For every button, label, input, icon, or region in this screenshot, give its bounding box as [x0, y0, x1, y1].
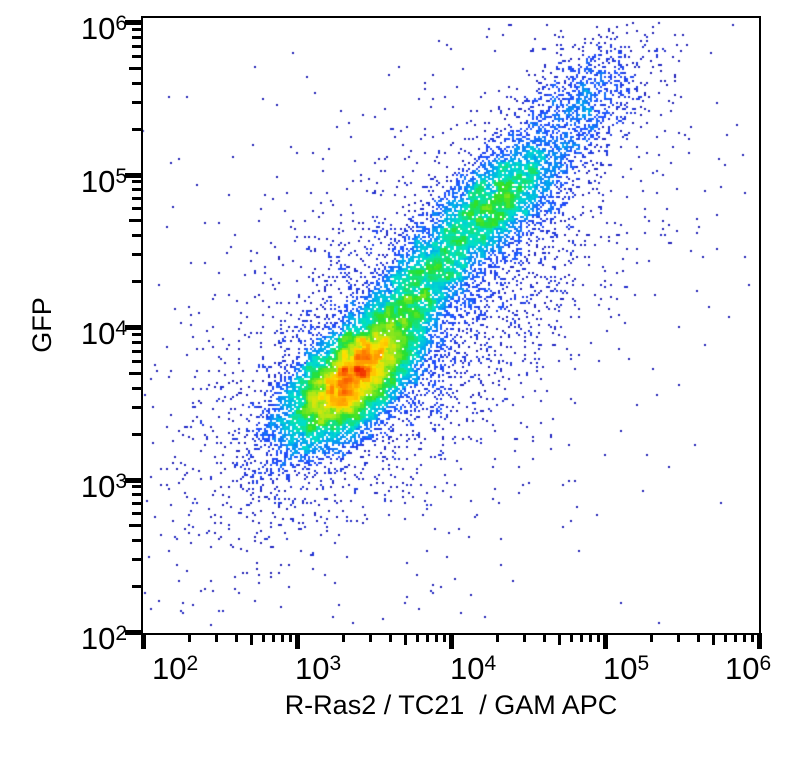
x-minor-tick — [416, 633, 419, 642]
x-minor-tick — [188, 633, 191, 642]
y-tick-label: 105 — [80, 164, 127, 199]
x-minor-tick — [558, 633, 561, 645]
y-minor-tick — [132, 36, 141, 39]
y-minor-tick — [132, 485, 141, 488]
y-tick-label: 104 — [80, 316, 127, 351]
y-minor-tick — [132, 197, 141, 200]
y-minor-tick — [129, 524, 141, 527]
x-minor-tick — [235, 633, 238, 642]
y-minor-tick — [132, 502, 141, 505]
y-minor-tick — [132, 333, 141, 336]
x-minor-tick — [597, 633, 600, 642]
y-minor-tick — [129, 219, 141, 222]
x-minor-tick — [496, 633, 499, 642]
x-minor-tick — [272, 633, 275, 642]
x-minor-tick — [289, 633, 292, 642]
x-minor-tick — [435, 633, 438, 642]
y-tick-label: 102 — [80, 621, 127, 656]
y-major-tick — [125, 173, 141, 178]
y-minor-tick — [132, 55, 141, 58]
x-tick-label: 103 — [295, 651, 342, 686]
x-major-tick — [449, 633, 454, 649]
x-minor-tick — [543, 633, 546, 642]
x-minor-tick — [580, 633, 583, 642]
y-minor-tick — [132, 558, 141, 561]
y-minor-tick — [132, 45, 141, 48]
x-minor-tick — [677, 633, 680, 642]
y-minor-tick — [132, 101, 141, 104]
x-tick-label: 106 — [725, 651, 772, 686]
y-minor-tick — [132, 350, 141, 353]
y-minor-tick — [132, 512, 141, 515]
y-minor-tick — [129, 67, 141, 70]
y-minor-tick — [132, 387, 141, 390]
x-major-tick — [295, 633, 300, 649]
y-major-tick — [125, 478, 141, 483]
x-minor-tick — [250, 633, 253, 645]
x-minor-tick — [369, 633, 372, 642]
y-tick-label: 106 — [80, 11, 127, 46]
x-minor-tick — [262, 633, 265, 642]
y-minor-tick — [132, 180, 141, 183]
x-tick-label: 105 — [603, 651, 650, 686]
x-minor-tick — [589, 633, 592, 642]
x-major-tick — [141, 633, 146, 649]
x-major-tick — [603, 633, 608, 649]
y-major-tick — [125, 325, 141, 330]
x-tick-label: 102 — [152, 651, 199, 686]
x-tick-label: 104 — [450, 651, 497, 686]
y-minor-tick — [132, 188, 141, 191]
y-minor-tick — [132, 406, 141, 409]
x-minor-tick — [281, 633, 284, 642]
x-minor-tick — [443, 633, 446, 642]
x-minor-tick — [215, 633, 218, 642]
x-minor-tick — [426, 633, 429, 642]
x-minor-tick — [751, 633, 754, 642]
y-minor-tick — [132, 433, 141, 436]
y-minor-tick — [132, 341, 141, 344]
x-minor-tick — [734, 633, 737, 642]
y-minor-tick — [132, 128, 141, 131]
y-minor-tick — [132, 585, 141, 588]
x-minor-tick — [724, 633, 727, 642]
y-minor-tick — [132, 253, 141, 256]
x-minor-tick — [389, 633, 392, 642]
x-minor-tick — [743, 633, 746, 642]
y-tick-label: 103 — [80, 469, 127, 504]
y-major-tick — [125, 630, 141, 635]
y-minor-tick — [132, 28, 141, 31]
x-minor-tick — [404, 633, 407, 645]
x-minor-tick — [570, 633, 573, 642]
x-axis-title: R-Ras2 / TC21 / GAM APC — [284, 690, 618, 720]
x-minor-tick — [523, 633, 526, 642]
y-minor-tick — [132, 360, 141, 363]
x-minor-tick — [712, 633, 715, 645]
y-minor-tick — [132, 207, 141, 210]
y-minor-tick — [132, 280, 141, 283]
y-minor-tick — [132, 493, 141, 496]
y-minor-tick — [132, 539, 141, 542]
x-minor-tick — [650, 633, 653, 642]
y-minor-tick — [132, 82, 141, 85]
x-major-tick — [757, 633, 762, 649]
x-minor-tick — [697, 633, 700, 642]
y-minor-tick — [129, 372, 141, 375]
y-major-tick — [125, 20, 141, 25]
y-minor-tick — [132, 234, 141, 237]
plot-frame — [141, 16, 761, 635]
y-axis-title: GFP — [27, 297, 57, 353]
x-minor-tick — [342, 633, 345, 642]
